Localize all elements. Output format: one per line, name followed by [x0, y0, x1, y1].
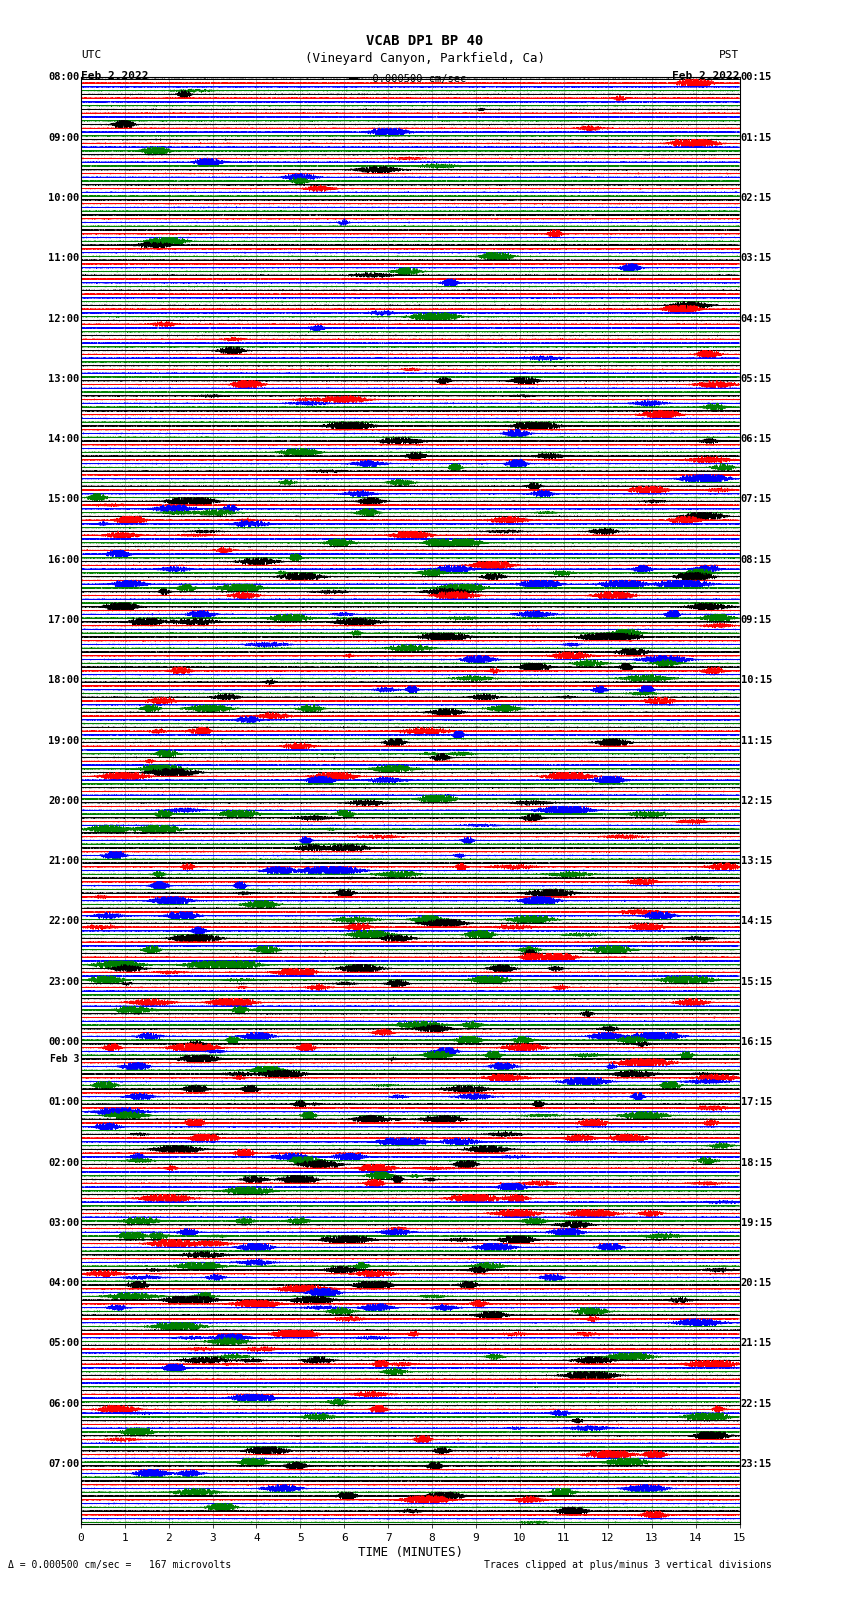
- Text: 12:00: 12:00: [48, 313, 79, 324]
- Text: = 0.000500 cm/sec: = 0.000500 cm/sec: [360, 74, 466, 84]
- Text: Feb 2,2022: Feb 2,2022: [672, 71, 740, 81]
- Text: 13:00: 13:00: [48, 374, 79, 384]
- Text: 05:00: 05:00: [48, 1339, 79, 1348]
- Text: (Vineyard Canyon, Parkfield, Ca): (Vineyard Canyon, Parkfield, Ca): [305, 52, 545, 65]
- Text: 14:00: 14:00: [48, 434, 79, 444]
- Text: 04:00: 04:00: [48, 1277, 79, 1289]
- Text: UTC: UTC: [81, 50, 101, 60]
- Text: 17:15: 17:15: [741, 1097, 772, 1107]
- Text: 11:15: 11:15: [741, 736, 772, 745]
- X-axis label: TIME (MINUTES): TIME (MINUTES): [358, 1547, 462, 1560]
- Text: 08:00: 08:00: [48, 73, 79, 82]
- Text: 06:15: 06:15: [741, 434, 772, 444]
- Text: 23:00: 23:00: [48, 977, 79, 987]
- Text: 20:15: 20:15: [741, 1277, 772, 1289]
- Text: 19:00: 19:00: [48, 736, 79, 745]
- Text: 23:15: 23:15: [741, 1460, 772, 1469]
- Text: 05:15: 05:15: [741, 374, 772, 384]
- Text: 14:15: 14:15: [741, 916, 772, 926]
- Text: VCAB DP1 BP 40: VCAB DP1 BP 40: [366, 34, 484, 48]
- Text: 02:00: 02:00: [48, 1158, 79, 1168]
- Text: 03:15: 03:15: [741, 253, 772, 263]
- Text: 07:15: 07:15: [741, 495, 772, 505]
- Text: 02:15: 02:15: [741, 194, 772, 203]
- Text: 00:15: 00:15: [741, 73, 772, 82]
- Text: 17:00: 17:00: [48, 615, 79, 624]
- Text: 03:00: 03:00: [48, 1218, 79, 1227]
- Text: 21:00: 21:00: [48, 857, 79, 866]
- Text: 15:00: 15:00: [48, 495, 79, 505]
- Text: 13:15: 13:15: [741, 857, 772, 866]
- Text: 12:15: 12:15: [741, 795, 772, 806]
- Text: Traces clipped at plus/minus 3 vertical divisions: Traces clipped at plus/minus 3 vertical …: [484, 1560, 773, 1569]
- Text: 09:15: 09:15: [741, 615, 772, 624]
- Text: 01:00: 01:00: [48, 1097, 79, 1107]
- Text: Feb 2,2022: Feb 2,2022: [81, 71, 148, 81]
- Text: 09:00: 09:00: [48, 132, 79, 142]
- Text: 00:00: 00:00: [48, 1037, 79, 1047]
- Text: 19:15: 19:15: [741, 1218, 772, 1227]
- Text: 18:00: 18:00: [48, 676, 79, 686]
- Text: PST: PST: [719, 50, 740, 60]
- Text: 07:00: 07:00: [48, 1460, 79, 1469]
- Text: 04:15: 04:15: [741, 313, 772, 324]
- Text: 16:00: 16:00: [48, 555, 79, 565]
- Text: 15:15: 15:15: [741, 977, 772, 987]
- Text: 22:15: 22:15: [741, 1398, 772, 1408]
- Text: 20:00: 20:00: [48, 795, 79, 806]
- Text: 22:00: 22:00: [48, 916, 79, 926]
- Text: 10:00: 10:00: [48, 194, 79, 203]
- Text: 18:15: 18:15: [741, 1158, 772, 1168]
- Text: 21:15: 21:15: [741, 1339, 772, 1348]
- Text: 10:15: 10:15: [741, 676, 772, 686]
- Text: Δ = 0.000500 cm/sec =   167 microvolts: Δ = 0.000500 cm/sec = 167 microvolts: [8, 1560, 232, 1569]
- Text: 01:15: 01:15: [741, 132, 772, 142]
- Text: 11:00: 11:00: [48, 253, 79, 263]
- Text: 08:15: 08:15: [741, 555, 772, 565]
- Text: Feb 3: Feb 3: [50, 1053, 79, 1063]
- Text: 16:15: 16:15: [741, 1037, 772, 1047]
- Text: 06:00: 06:00: [48, 1398, 79, 1408]
